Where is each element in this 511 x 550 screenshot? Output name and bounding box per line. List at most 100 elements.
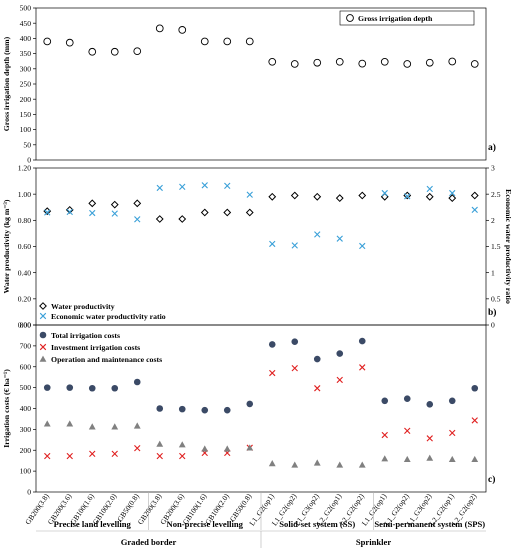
y2-tick-label: 2 (491, 216, 495, 225)
data-point (89, 209, 96, 217)
data-point (43, 207, 52, 216)
panel-label: c) (488, 474, 495, 485)
data-point (426, 185, 433, 193)
panel-label: b) (488, 307, 496, 318)
data-point (133, 378, 141, 386)
data-point (381, 431, 388, 439)
data-point (314, 231, 321, 238)
y-tick-label: 500 (20, 383, 32, 392)
data-point (313, 355, 321, 363)
data-point (178, 441, 186, 448)
data-point (291, 365, 298, 372)
data-point (358, 461, 366, 468)
data-point (201, 182, 208, 189)
data-point (179, 183, 186, 191)
data-point (133, 47, 142, 56)
y-tick-label: 1.20 (18, 164, 31, 173)
y-tick-label: 700 (20, 341, 32, 350)
data-point (359, 242, 366, 250)
data-point (200, 37, 209, 46)
legend-label: Total irrigation costs (51, 331, 120, 340)
data-point (156, 440, 164, 447)
data-point (314, 385, 321, 392)
data-point (403, 191, 412, 200)
panel-b-water-productivity: 0.00 0.20 0.40 0.60 0.80 1.00 1.20 0 0.5 1 1.5 2 2.5… (2, 164, 511, 330)
data-point (43, 420, 51, 427)
data-point (246, 444, 254, 451)
y-tick-label: 400 (20, 34, 32, 43)
data-point (448, 455, 456, 463)
legend-label: Water productivity (51, 302, 115, 311)
group-label: Solid-set system (SS) (279, 519, 355, 529)
y-tick-label: 200 (20, 446, 32, 455)
y-tick-label: 150 (20, 110, 32, 119)
data-point (335, 194, 344, 202)
data-point (358, 191, 367, 200)
data-point (66, 208, 73, 216)
data-point (290, 60, 299, 68)
y-tick-label: 0.20 (18, 294, 31, 303)
y-axis-label: Water productivity (kg m⁻³) (2, 199, 11, 293)
data-point (471, 384, 479, 392)
y2-tick-label: 0 (491, 321, 495, 330)
data-point (88, 199, 97, 208)
legend: Total irrigation costs Investment irrigat… (39, 331, 162, 364)
group-label: Precise land levelling (54, 519, 132, 529)
data-point (110, 47, 119, 56)
data-point (358, 59, 367, 68)
data-point (381, 189, 388, 197)
y-tick-label: 300 (20, 64, 32, 73)
data-point (470, 60, 479, 68)
data-point (403, 395, 411, 402)
data-point (269, 369, 276, 377)
data-point (336, 350, 344, 357)
data-point (425, 58, 434, 67)
y-tick-label: 250 (20, 80, 32, 89)
data-point (89, 450, 96, 457)
data-point (268, 341, 276, 348)
data-point (246, 191, 253, 198)
y2-axis-label: Economic water productivity ratio (504, 189, 511, 304)
data-point (381, 397, 389, 405)
data-point (313, 459, 321, 466)
data-point (448, 397, 456, 405)
y-tick-label: 0.60 (18, 242, 31, 251)
data-point (111, 450, 118, 457)
data-point (156, 405, 164, 412)
data-point (155, 24, 164, 33)
data-point (156, 184, 163, 192)
data-point (336, 376, 343, 384)
legend-marker (39, 302, 47, 310)
data-point (178, 215, 187, 223)
data-point (133, 422, 141, 429)
legend-marker (346, 14, 354, 22)
legend-label: Economic water productivity ratio (51, 312, 166, 321)
y-tick-label: 500 (20, 4, 32, 13)
data-point (380, 192, 389, 201)
data-point (290, 191, 299, 200)
y-tick-label: 0.80 (18, 216, 31, 225)
data-point (66, 420, 74, 427)
data-point (404, 193, 411, 200)
data-point (449, 189, 456, 197)
y-tick-label: 300 (20, 425, 32, 434)
y-tick-label: 0 (27, 488, 31, 497)
y-tick-label: 400 (20, 404, 32, 413)
data-point (65, 38, 74, 47)
panel-label: a) (488, 142, 496, 153)
legend-label: Investment irrigation costs (51, 343, 140, 352)
legend-label: Gross irrigation depth (358, 14, 433, 23)
data-point (133, 199, 142, 208)
data-point (448, 57, 457, 66)
y-tick-label: 0 (27, 156, 31, 165)
y-tick-label: 800 (20, 321, 32, 330)
data-point (470, 191, 479, 200)
y2-tick-label: 2.5 (491, 190, 501, 199)
y-tick-label: 200 (20, 95, 32, 104)
data-point (66, 384, 74, 391)
legend-marker (39, 312, 47, 320)
data-point (134, 216, 141, 223)
data-point (201, 445, 209, 452)
data-point (380, 57, 389, 66)
data-point (471, 455, 479, 463)
